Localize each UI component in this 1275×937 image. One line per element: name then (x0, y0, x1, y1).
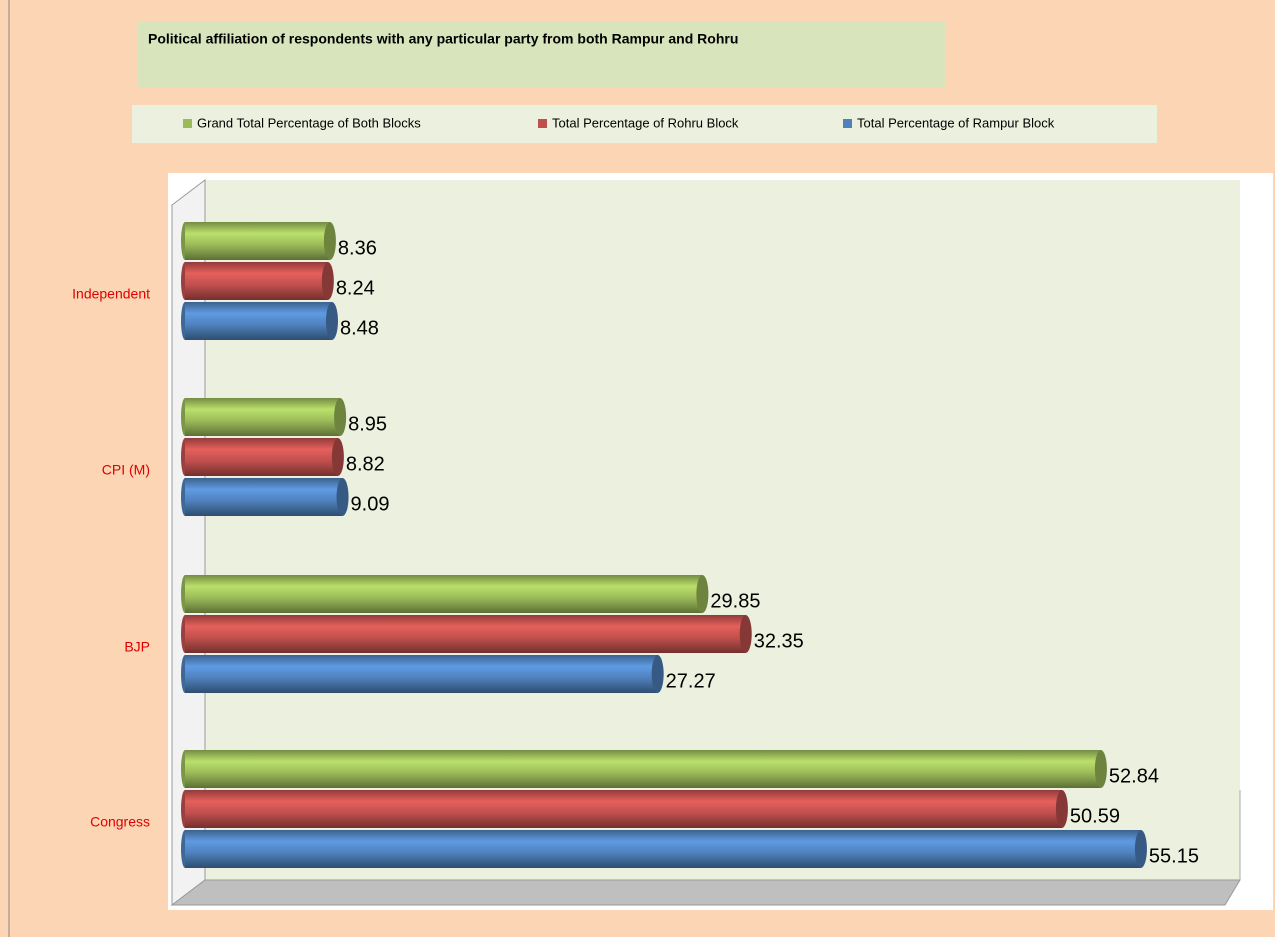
bar (185, 478, 343, 516)
bar-end-cap (334, 398, 347, 436)
bar-end-cap (331, 438, 344, 476)
y-tick-label: CPI (M) (102, 462, 150, 478)
legend-label: Total Percentage of Rampur Block (857, 115, 1055, 130)
legend-box (132, 105, 1157, 143)
value-label: 8.36 (338, 237, 377, 259)
value-label: 50.59 (1070, 805, 1120, 827)
bar-end-cap (696, 575, 709, 613)
bar (185, 615, 746, 653)
y-tick-label: BJP (124, 639, 150, 655)
bar (185, 830, 1141, 868)
bar-end-cap (1055, 790, 1068, 828)
legend-label: Total Percentage of Rohru Block (552, 115, 739, 130)
bar-end-cap (651, 655, 664, 693)
value-label: 32.35 (754, 630, 804, 652)
value-label: 8.82 (346, 453, 385, 475)
bar-end-cap (323, 222, 336, 260)
legend-swatch (538, 119, 547, 128)
bar-end-cap (321, 262, 334, 300)
bar (185, 790, 1062, 828)
bar-end-cap (325, 302, 338, 340)
value-label: 52.84 (1109, 765, 1159, 787)
value-label: 55.15 (1149, 845, 1199, 867)
value-label: 9.09 (351, 493, 390, 515)
bar (185, 655, 658, 693)
floor (170, 879, 1241, 906)
legend-swatch (843, 119, 852, 128)
bar (185, 750, 1101, 788)
bar (185, 222, 330, 260)
legend-swatch (183, 119, 192, 128)
bar-end-cap (1134, 830, 1147, 868)
chart-title: Political affiliation of respondents wit… (148, 31, 738, 47)
bar (185, 262, 328, 300)
bar (185, 575, 703, 613)
back-wall (205, 180, 1240, 880)
value-label: 8.48 (340, 317, 379, 339)
value-label: 27.27 (666, 670, 716, 692)
value-label: 8.95 (348, 413, 387, 435)
bar-end-cap (1094, 750, 1107, 788)
bar (185, 398, 341, 436)
legend-label: Grand Total Percentage of Both Blocks (197, 115, 421, 130)
bar-end-cap (336, 478, 349, 516)
y-tick-label: Congress (90, 814, 150, 830)
title-box (138, 22, 945, 88)
bar (185, 438, 338, 476)
bar (185, 302, 332, 340)
value-label: 29.85 (710, 590, 760, 612)
value-label: 8.24 (336, 277, 375, 299)
y-tick-label: Independent (72, 286, 150, 302)
bar-end-cap (739, 615, 752, 653)
